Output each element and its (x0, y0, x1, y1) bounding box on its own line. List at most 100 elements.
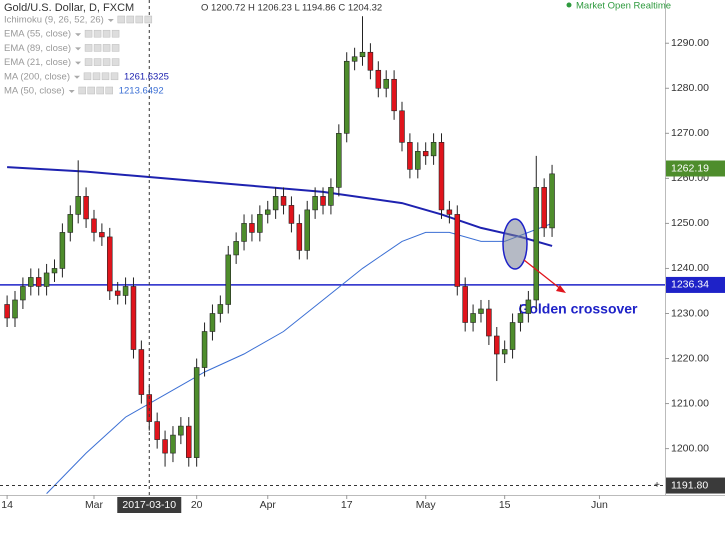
ma-line (46, 222, 553, 494)
candle-body (438, 142, 445, 211)
indicator-button (78, 86, 86, 95)
candle-body (35, 277, 42, 287)
candle-body (486, 308, 492, 337)
candle-body (241, 223, 247, 242)
status: Market Open Realtime (576, 1, 671, 12)
indicator-button (105, 86, 113, 95)
candle-body (225, 254, 231, 305)
x-tick-label: 20 (191, 499, 203, 511)
candle-body (478, 308, 484, 314)
candle-body (430, 142, 437, 157)
indicator-name: EMA (21, close) (4, 57, 71, 68)
x-tick-label: Mar (85, 499, 104, 511)
candle-body (162, 439, 168, 454)
x-tick-label: 14 (1, 499, 13, 511)
candle-body (375, 69, 382, 89)
indicator-name: MA (200, close) (4, 71, 70, 82)
indicator-arrow (75, 47, 82, 51)
indicator-arrow (68, 90, 75, 93)
indicator-button (111, 58, 120, 66)
indicator-button (117, 15, 126, 24)
indicator-button (84, 29, 93, 38)
price-box (666, 276, 725, 293)
candle-body (422, 151, 429, 157)
chart-title: Gold/U.S. Dollar, D, FXCM (4, 2, 134, 14)
indicator-value: 1261.6325 (124, 71, 169, 82)
indicator-button (102, 58, 111, 66)
y-tick-label: 1270.00 (671, 127, 709, 139)
indicator-button (93, 44, 102, 52)
candle-body (517, 313, 524, 323)
indicator-button (84, 44, 93, 52)
candle-body (170, 434, 176, 454)
ohlc-header: O 1200.72 H 1206.23 L 1194.86 C 1204.32 (201, 3, 382, 14)
candle-body (462, 286, 468, 323)
candle-body (312, 196, 318, 211)
candle-body (367, 51, 374, 71)
candle-body (264, 209, 271, 215)
candle-body (130, 286, 137, 350)
candle-body (336, 133, 342, 188)
y-tick-label: 1210.00 (671, 397, 709, 409)
candle-body (328, 187, 334, 206)
candle-body (494, 335, 500, 355)
price-box-label: 1236.34 (671, 279, 709, 291)
indicator-arrow (75, 33, 82, 37)
indicator-button (102, 44, 111, 52)
candle-body (91, 218, 97, 233)
y-tick-label: 1280.00 (671, 82, 709, 94)
indicator-name: Ichimoku (9, 26, 52, 26) (4, 15, 104, 26)
candle-body (154, 421, 160, 440)
annotation-arrow (523, 259, 563, 291)
candle-body (201, 331, 208, 368)
candle-body (351, 56, 358, 62)
candle-body (107, 236, 113, 292)
x-tick-label: Apr (260, 499, 277, 511)
candle-body (122, 286, 129, 296)
indicator-button (101, 72, 110, 81)
x-tick-label: Jun (591, 499, 608, 511)
candle-body (186, 425, 192, 458)
candle-body (51, 268, 58, 274)
candle-body (533, 187, 540, 301)
candle-body (43, 272, 50, 287)
candle-body (59, 232, 66, 269)
candle-body (359, 51, 366, 58)
indicator-button (135, 15, 144, 24)
candle-body (304, 209, 310, 251)
indicator-button (87, 86, 95, 95)
x-tick-label: 17 (341, 499, 353, 511)
candle-body (288, 205, 295, 224)
candle-body (178, 425, 184, 436)
candle-body (501, 349, 508, 355)
candle-body (4, 304, 10, 319)
candle-body (454, 214, 461, 287)
crosshair-y-box (666, 477, 725, 494)
indicator-button (84, 58, 93, 66)
candle-body (280, 196, 287, 206)
indicator-button (93, 29, 102, 38)
candle-body (114, 290, 121, 296)
indicator-button (93, 58, 102, 66)
candle-body (67, 214, 74, 233)
candle-body (320, 196, 326, 206)
candle-body (415, 151, 421, 170)
indicator-name: EMA (55, close) (4, 29, 71, 40)
indicator-arrow (107, 19, 114, 22)
candle-body (209, 313, 216, 332)
candle-body (383, 78, 389, 89)
indicator-button (111, 29, 120, 38)
candle-body (249, 223, 255, 233)
crosshair-x-label: 2017-03-10 (122, 499, 176, 511)
y-tick-label: 1250.00 (671, 217, 709, 229)
indicator-name: EMA (89, close) (4, 43, 71, 54)
indicator-arrow (74, 75, 80, 79)
arrow-head (556, 285, 566, 293)
candle-body (407, 142, 413, 170)
candle-body (391, 78, 397, 112)
candle-body (217, 304, 224, 314)
price-box-label: 1262.19 (671, 162, 709, 174)
candle-body (446, 209, 453, 215)
highlight-ellipse (502, 218, 528, 270)
